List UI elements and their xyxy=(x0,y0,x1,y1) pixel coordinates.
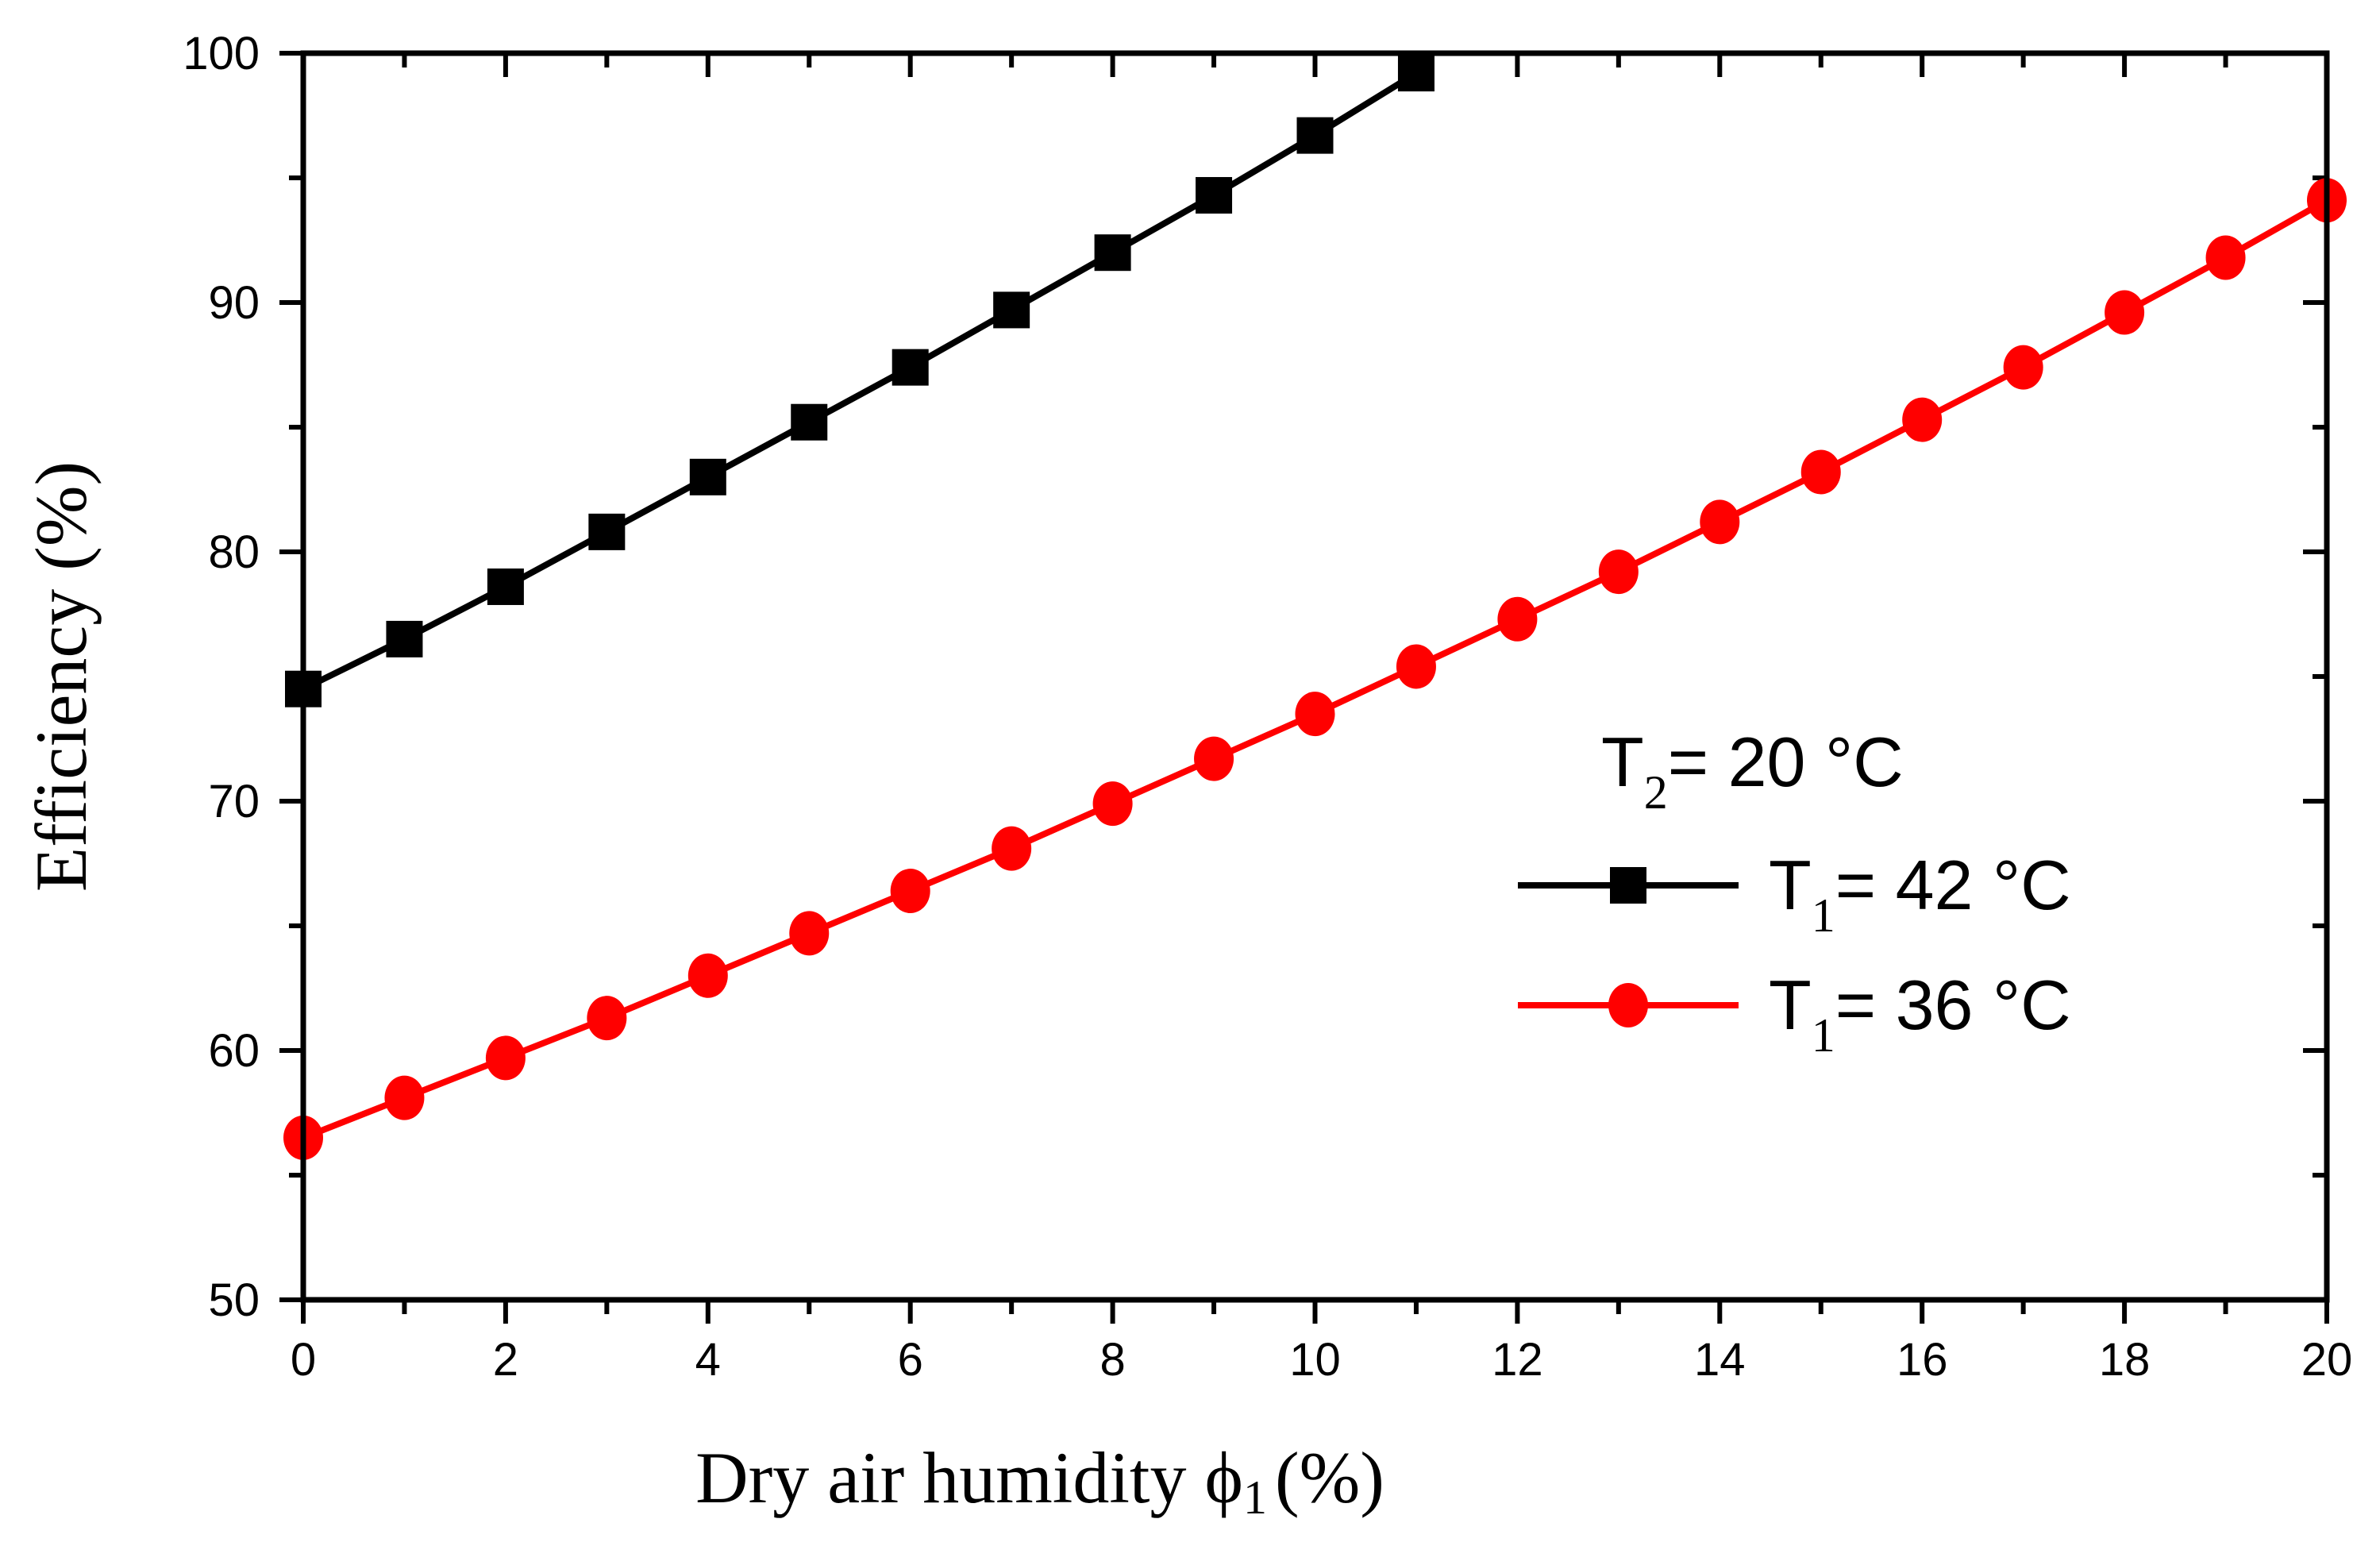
data-point-circle xyxy=(992,826,1032,871)
x-tick-label: 18 xyxy=(2099,1334,2151,1386)
series-line xyxy=(302,70,1419,692)
data-point-circle xyxy=(1295,692,1335,737)
data-point-square xyxy=(1196,176,1233,214)
data-point-circle xyxy=(789,911,830,956)
data-point-circle xyxy=(2105,290,2145,335)
y-tick-label: 60 xyxy=(208,1025,260,1077)
y-tick-label: 50 xyxy=(208,1274,260,1326)
y-tick-label: 70 xyxy=(208,776,260,827)
x-tick-label: 16 xyxy=(1897,1334,1948,1386)
data-point-circle xyxy=(1800,449,1841,495)
x-tick-label: 20 xyxy=(2301,1334,2353,1386)
x-tick-label: 4 xyxy=(695,1334,721,1386)
data-point-circle xyxy=(2003,345,2043,390)
data-point-square xyxy=(689,458,726,495)
data-point-circle xyxy=(587,996,627,1041)
data-point-square xyxy=(1296,117,1334,154)
x-tick-label: 8 xyxy=(1099,1334,1125,1386)
data-point-square xyxy=(487,568,524,605)
data-point-square xyxy=(386,620,423,657)
x-axis-label: Dry air humidity ϕ1 (%) xyxy=(695,1437,1384,1524)
data-point-circle xyxy=(1396,644,1436,689)
data-point-square xyxy=(1094,234,1131,272)
data-point-circle xyxy=(1194,736,1234,781)
data-point-circle xyxy=(1598,549,1639,595)
x-tick-label: 2 xyxy=(493,1334,518,1386)
legend-marker-square xyxy=(1610,867,1646,904)
y-tick-label: 90 xyxy=(208,277,260,329)
series-t1-36 xyxy=(283,178,2347,1160)
legend-marker-circle xyxy=(1608,983,1648,1027)
x-tick-label: 0 xyxy=(291,1334,316,1386)
legend-label-36: T1= 36 °C xyxy=(1769,966,2071,1062)
y-tick-label: 100 xyxy=(183,28,260,79)
data-point-circle xyxy=(1700,499,1740,545)
x-tick-label: 10 xyxy=(1289,1334,1341,1386)
data-point-circle xyxy=(485,1035,526,1081)
legend-title: T2= 20 °C xyxy=(1601,723,1904,819)
x-tick-label: 14 xyxy=(1694,1334,1746,1386)
data-point-circle xyxy=(1902,397,1943,442)
data-point-circle xyxy=(890,869,930,914)
data-point-square xyxy=(993,291,1030,329)
series-layer xyxy=(283,55,2347,1160)
data-point-square xyxy=(892,349,929,386)
x-tick-label: 6 xyxy=(898,1334,923,1386)
axis-ticks: 0 2 4 6 8 10 12 14 16 18 20 50 60 70 80 90 100 xyxy=(183,28,2352,1386)
plot-frame xyxy=(300,50,2330,1303)
series-t1-42 xyxy=(285,55,1435,707)
data-point-square xyxy=(588,513,626,550)
data-point-circle xyxy=(2205,235,2246,280)
y-axis-label: Efficiency (%) xyxy=(21,461,102,892)
data-point-circle xyxy=(687,953,728,998)
legend: T2= 20 °C T1= 42 °C T1= 36 °C xyxy=(1518,723,2071,1062)
data-point-circle xyxy=(1497,596,1538,642)
y-tick-label: 80 xyxy=(208,526,260,578)
data-point-square xyxy=(791,403,828,441)
data-point-circle xyxy=(384,1075,425,1120)
data-point-square xyxy=(1397,55,1435,92)
data-point-circle xyxy=(1092,781,1133,827)
legend-label-42: T1= 42 °C xyxy=(1769,846,2071,942)
x-tick-label: 12 xyxy=(1492,1334,1543,1386)
